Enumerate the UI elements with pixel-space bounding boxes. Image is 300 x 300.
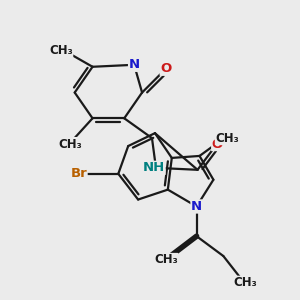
Text: CH₃: CH₃	[233, 276, 257, 289]
Text: O: O	[212, 138, 223, 151]
Text: N: N	[191, 200, 202, 213]
Text: N: N	[129, 58, 140, 71]
Text: CH₃: CH₃	[154, 254, 178, 266]
Text: Br: Br	[70, 167, 87, 180]
Text: CH₃: CH₃	[215, 132, 239, 145]
Text: NH: NH	[143, 161, 165, 174]
Text: O: O	[160, 62, 172, 75]
Text: CH₃: CH₃	[59, 138, 82, 151]
Text: CH₃: CH₃	[49, 44, 73, 57]
